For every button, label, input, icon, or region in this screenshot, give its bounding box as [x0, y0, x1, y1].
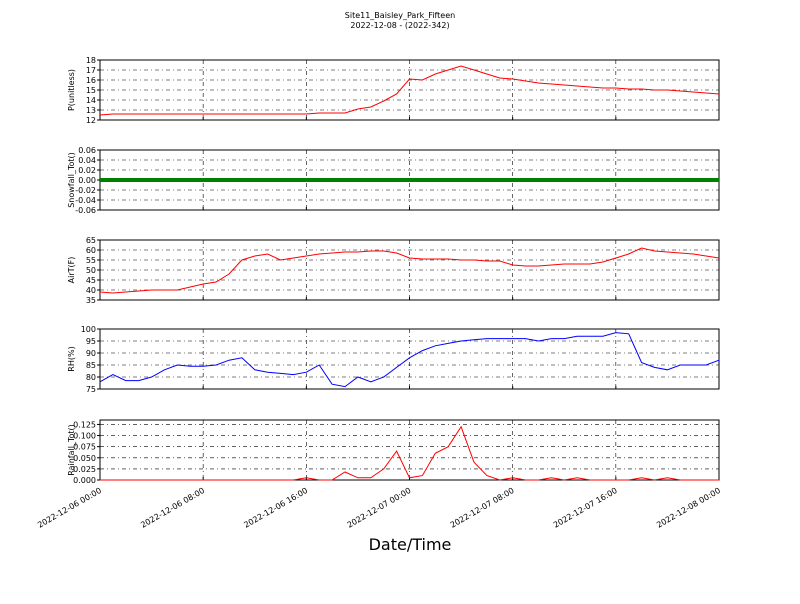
data-line	[99, 332, 720, 388]
y-tick-label: 100	[81, 325, 96, 334]
y-tick-label: 12	[86, 116, 96, 125]
x-tick-label: 2022-12-08 00:00	[655, 486, 722, 530]
y-tick-label: 0.06	[78, 146, 96, 155]
y-tick-label: 0.075	[73, 443, 96, 452]
y-axis-label: Rainfall_Tot()	[67, 424, 76, 476]
y-tick-label: 0.000	[73, 476, 96, 485]
y-tick-label: 0.02	[78, 166, 96, 175]
x-tick-label: 2022-12-06 16:00	[242, 486, 309, 530]
chart-title: Site11_Baisley_Park_Fifteen	[345, 11, 455, 20]
y-tick-label: 0.050	[73, 454, 96, 463]
y-tick-label: 45	[86, 276, 96, 285]
y-tick-label: 17	[86, 66, 96, 75]
y-tick-label: 0.00	[78, 176, 96, 185]
y-axis-label: Snowfall_Tot()	[67, 152, 76, 208]
data-line	[100, 425, 719, 481]
x-tick-label: 2022-12-06 00:00	[36, 486, 103, 530]
y-tick-label: 0.100	[73, 432, 96, 441]
y-tick-label: 14	[86, 96, 96, 105]
y-tick-label: 16	[86, 76, 96, 85]
y-axis-label: AirT(F)	[67, 257, 76, 284]
y-tick-label: -0.02	[75, 186, 96, 195]
y-tick-label: 75	[86, 385, 96, 394]
y-tick-label: 0.025	[73, 465, 96, 474]
y-tick-label: 90	[86, 349, 96, 358]
y-tick-label: 13	[86, 106, 96, 115]
x-tick-label: 2022-12-07 08:00	[449, 486, 516, 530]
y-tick-label: 40	[86, 286, 96, 295]
y-tick-label: 85	[86, 361, 96, 370]
y-tick-label: 65	[86, 236, 96, 245]
y-tick-label: -0.04	[75, 196, 96, 205]
y-tick-label: 55	[86, 256, 96, 265]
x-tick-label: 2022-12-06 08:00	[139, 486, 206, 530]
y-tick-label: 15	[86, 86, 96, 95]
data-line	[99, 65, 720, 116]
plot-frame	[99, 328, 720, 390]
y-tick-label: 50	[86, 266, 96, 275]
chart-subtitle: 2022-12-08 - (2022-342)	[350, 21, 449, 30]
plot-frame	[99, 59, 720, 121]
y-axis-label: RH(%)	[67, 346, 76, 371]
y-tick-label: 0.04	[78, 156, 96, 165]
y-tick-label: 18	[86, 56, 96, 65]
y-tick-label: 95	[86, 337, 96, 346]
x-tick-label: 2022-12-07 16:00	[552, 486, 619, 530]
x-axis-label: Date/Time	[369, 535, 452, 554]
y-tick-label: 0.125	[73, 420, 96, 429]
y-tick-label: -0.06	[75, 206, 96, 215]
y-tick-label: 80	[86, 373, 96, 382]
y-axis-label: P(unitless)	[67, 69, 76, 111]
y-tick-label: 35	[86, 296, 96, 305]
plot-frame	[99, 419, 720, 481]
y-tick-label: 60	[86, 246, 96, 255]
plot-frame	[99, 239, 720, 301]
data-line	[99, 247, 720, 294]
x-tick-label: 2022-12-07 00:00	[346, 486, 413, 530]
